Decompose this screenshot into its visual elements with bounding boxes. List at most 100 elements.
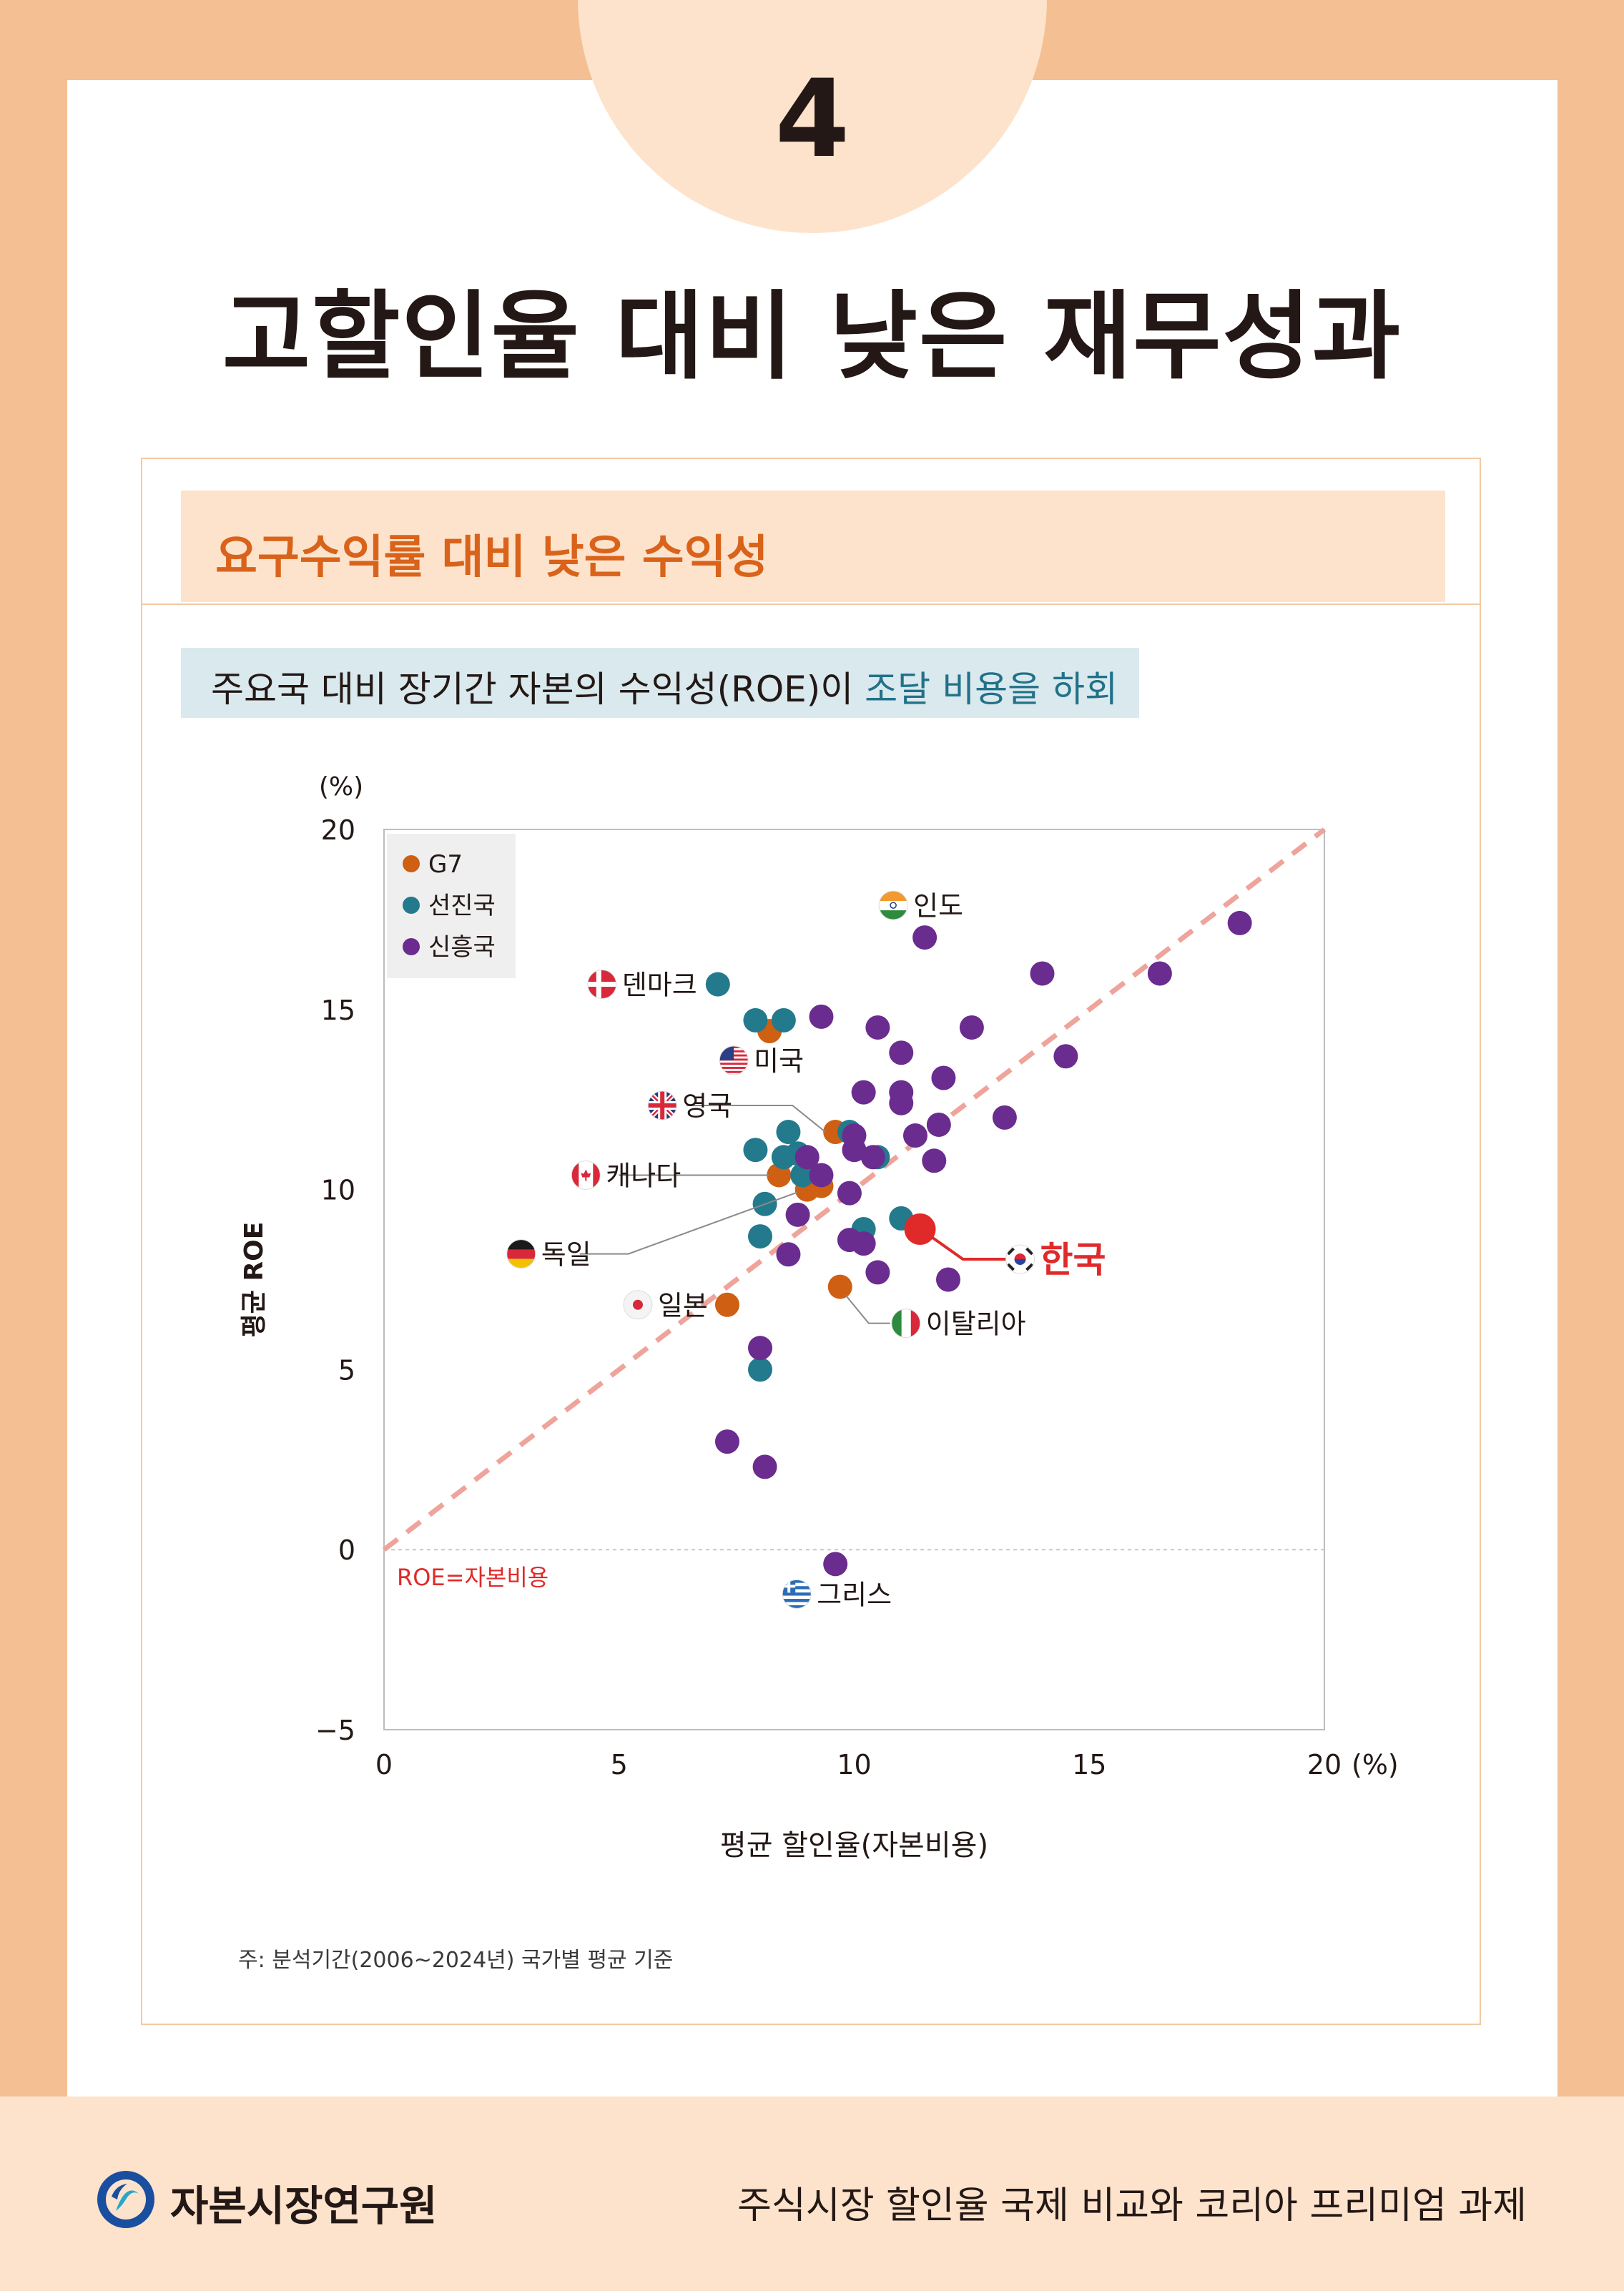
y-tick-label: 0 [338, 1534, 355, 1566]
flag-india-icon [878, 890, 908, 920]
legend-marker-g7 [403, 855, 420, 872]
data-point-emerging [809, 1004, 834, 1029]
org-logo-icon [97, 2171, 154, 2228]
leader-line-italy [845, 1294, 890, 1324]
diagonal-label: ROE=자본비용 [397, 1564, 548, 1591]
data-point-emerging [912, 925, 938, 950]
legend-label-emerging: 신흥국 [428, 933, 496, 962]
data-point-korea [904, 1213, 936, 1245]
data-point-advanced [748, 1357, 772, 1382]
card-header-title: 요구수익률 대비 낮은 수익성 [215, 531, 769, 584]
flag-italy-icon [891, 1309, 921, 1339]
report-title: 주식시장 할인율 국제 비교와 코리아 프리미엄 과제 [737, 2184, 1527, 2227]
chart-subtitle: 주요국 대비 장기간 자본의 수익성(ROE)이 조달 비용을 하회 [181, 648, 1139, 718]
data-point-emerging [1147, 961, 1172, 986]
y-tick-label: 20 [321, 814, 355, 846]
annotation-label-uk: 영국 [682, 1090, 732, 1122]
annotation-label-germany: 독일 [541, 1239, 591, 1271]
annotation-label-denmark: 덴마크 [622, 970, 697, 1001]
data-point-emerging [902, 1123, 927, 1148]
x-axis-label: 평균 할인율(자본비용) [720, 1829, 988, 1862]
data-point-advanced [771, 1007, 796, 1033]
y-tick-label: −5 [315, 1715, 355, 1746]
legend-label-g7: G7 [428, 850, 463, 879]
legend-marker-emerging [403, 938, 420, 955]
data-point-emerging [922, 1148, 947, 1173]
flag-denmark-icon [587, 970, 617, 1000]
card-header: 요구수익률 대비 낮은 수익성 [181, 491, 1445, 602]
x-tick-label: 15 [1072, 1749, 1106, 1780]
flag-germany-icon [506, 1239, 536, 1269]
legend-marker-advanced [403, 897, 420, 914]
flag-uk-icon [647, 1090, 677, 1120]
x-tick-label: 10 [837, 1749, 871, 1780]
data-point-g7 [827, 1274, 852, 1299]
x-tick-label: 20 [1307, 1749, 1342, 1780]
annotation-label-canada: 캐나다 [606, 1160, 681, 1191]
data-point-emerging [1053, 1044, 1078, 1069]
x-tick-label: 0 [375, 1749, 393, 1780]
legend-label-advanced: 선진국 [428, 892, 496, 920]
data-point-emerging [748, 1336, 772, 1361]
flag-korea-icon [1005, 1244, 1035, 1274]
data-point-emerging [931, 1065, 956, 1090]
flag-japan-icon [623, 1290, 653, 1320]
data-point-emerging [851, 1231, 876, 1256]
data-point-emerging [809, 1163, 834, 1188]
data-point-emerging [889, 1090, 914, 1115]
leader-line-germany [579, 1191, 798, 1255]
annotation-label-greece: 그리스 [817, 1579, 892, 1610]
x-tick-label: 5 [611, 1749, 628, 1780]
annotation-label-usa: 미국 [754, 1045, 804, 1077]
y-tick-label: 15 [321, 995, 355, 1026]
annotation-label-korea: 한국 [1040, 1239, 1106, 1281]
y-unit-label: (%) [319, 772, 363, 802]
data-point-emerging [837, 1181, 862, 1206]
data-point-emerging [714, 1429, 739, 1454]
data-point-emerging [936, 1267, 960, 1292]
org-name: 자본시장연구원 [170, 2182, 438, 2230]
data-point-advanced [705, 972, 730, 997]
data-point-advanced [748, 1224, 772, 1249]
leader-line-korea [927, 1233, 1006, 1261]
flag-canada-icon [571, 1160, 601, 1190]
data-point-emerging [785, 1202, 810, 1227]
data-point-emerging [776, 1242, 801, 1267]
y-tick-label: 5 [338, 1354, 355, 1386]
flag-greece-icon [782, 1579, 812, 1609]
footer: 자본시장연구원 주식시장 할인율 국제 비교와 코리아 프리미엄 과제 [0, 2097, 1624, 2291]
data-point-advanced [743, 1138, 768, 1163]
data-point-advanced [743, 1007, 768, 1033]
data-point-emerging [860, 1145, 885, 1170]
data-point-emerging [823, 1552, 848, 1577]
diagonal-line [382, 827, 1327, 1552]
chart-subtitle-text: 주요국 대비 장기간 자본의 수익성(ROE)이 조달 비용을 하회 [211, 661, 1118, 712]
page-title: 고할인율 대비 낮은 재무성과 [222, 281, 1402, 393]
subtitle-highlight: 조달 비용을 하회 [865, 669, 1118, 710]
data-point-emerging [926, 1112, 951, 1137]
data-point-emerging [842, 1138, 867, 1163]
annotation-label-india: 인도 [913, 890, 963, 922]
data-point-emerging [889, 1040, 914, 1065]
subtitle-main: 주요국 대비 장기간 자본의 수익성(ROE)이 [211, 669, 865, 710]
data-point-advanced [776, 1120, 801, 1145]
data-point-emerging [865, 1015, 890, 1040]
y-tick-label: 10 [321, 1175, 355, 1206]
card-divider [142, 603, 1480, 605]
leader-line-uk [686, 1105, 826, 1133]
annotation-label-japan: 일본 [658, 1290, 708, 1321]
data-point-emerging [992, 1105, 1017, 1130]
data-point-emerging [959, 1015, 984, 1040]
data-point-emerging [1227, 910, 1252, 935]
data-point-emerging [851, 1080, 876, 1105]
page-number: 4 [774, 57, 850, 182]
data-point-emerging [752, 1454, 777, 1479]
data-point-g7 [714, 1292, 739, 1317]
data-point-emerging [794, 1145, 820, 1170]
x-unit-label: (%) [1352, 1749, 1399, 1780]
chart-footnote: 주: 분석기간(2006~2024년) 국가별 평균 기준 [238, 1948, 674, 1973]
annotation-label-italy: 이탈리아 [926, 1309, 1026, 1340]
data-point-emerging [1030, 961, 1055, 986]
data-point-emerging [865, 1260, 890, 1285]
